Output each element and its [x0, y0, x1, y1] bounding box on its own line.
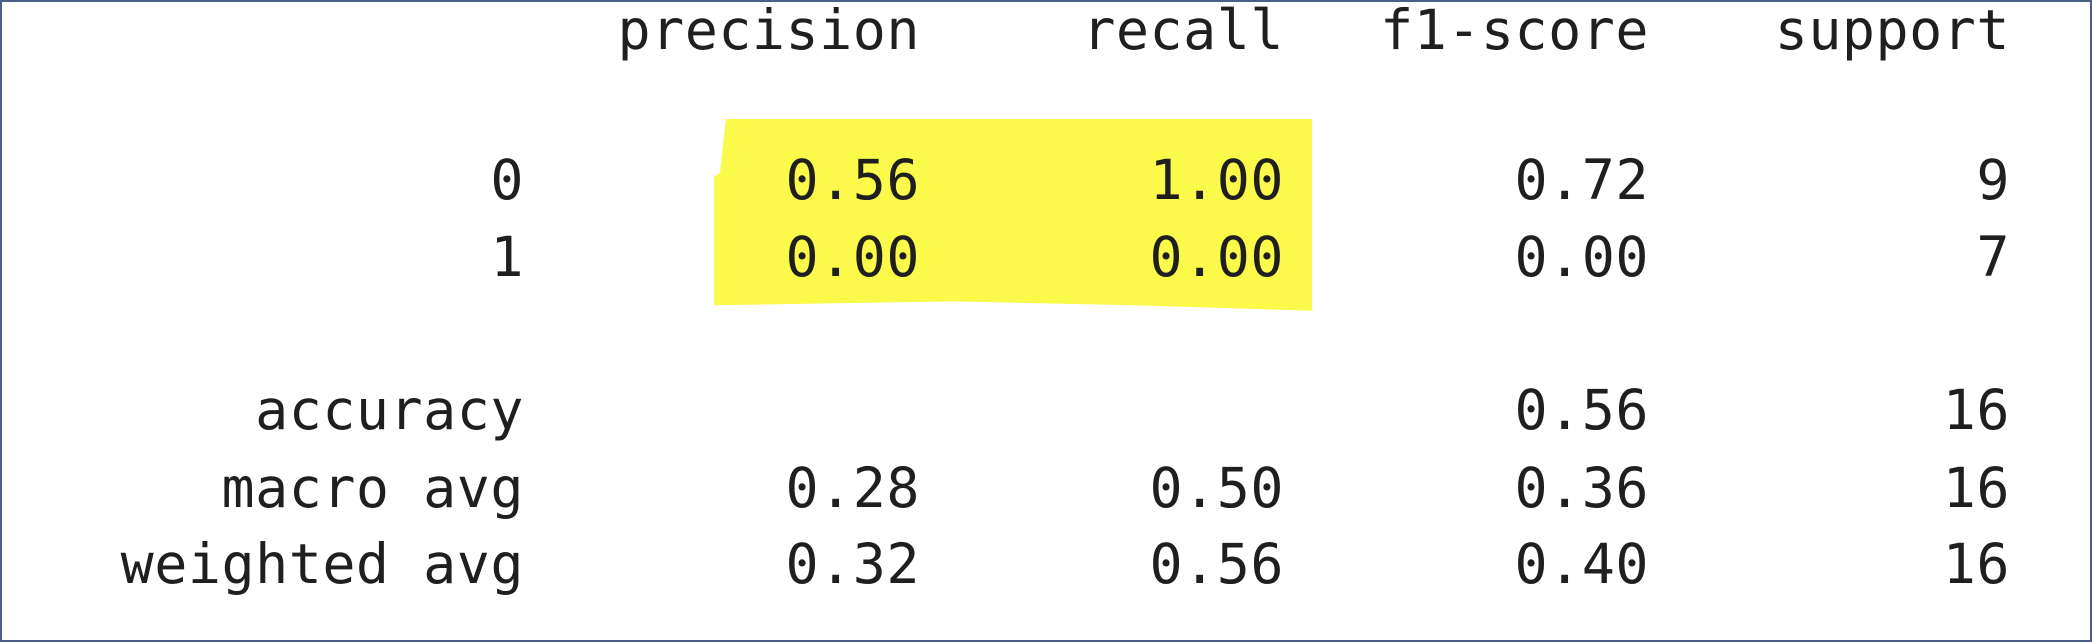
row-label-macro-avg: macro avg: [221, 456, 524, 520]
header-recall: recall: [1082, 0, 1284, 62]
row-label-class-0: 0: [490, 148, 524, 212]
header-f1-score: f1-score: [1380, 0, 1649, 62]
weighted-avg-f1-score: 0.40: [1514, 532, 1649, 596]
macro-avg-precision: 0.28: [785, 456, 920, 520]
class-0-recall: 1.00: [1149, 148, 1284, 212]
highlighter-mark: [714, 119, 1312, 311]
row-label-class-1: 1: [490, 225, 524, 289]
macro-avg-f1-score: 0.36: [1514, 456, 1649, 520]
header-precision: precision: [617, 0, 920, 62]
weighted-avg-support: 16: [1942, 532, 2010, 596]
row-label-weighted-avg: weighted avg: [120, 532, 524, 596]
class-1-f1-score: 0.00: [1514, 225, 1649, 289]
class-1-precision: 0.00: [785, 225, 920, 289]
header-support: support: [1774, 0, 2010, 62]
macro-avg-support: 16: [1942, 456, 2010, 520]
class-0-f1-score: 0.72: [1514, 148, 1649, 212]
class-1-support: 7: [1976, 225, 2010, 289]
accuracy-support: 16: [1942, 378, 2010, 442]
row-label-accuracy: accuracy: [255, 378, 524, 442]
weighted-avg-precision: 0.32: [785, 532, 920, 596]
class-0-precision: 0.56: [785, 148, 920, 212]
accuracy-f1-score: 0.56: [1514, 378, 1649, 442]
class-0-support: 9: [1976, 148, 2010, 212]
class-1-recall: 0.00: [1149, 225, 1284, 289]
macro-avg-recall: 0.50: [1149, 456, 1284, 520]
weighted-avg-recall: 0.56: [1149, 532, 1284, 596]
